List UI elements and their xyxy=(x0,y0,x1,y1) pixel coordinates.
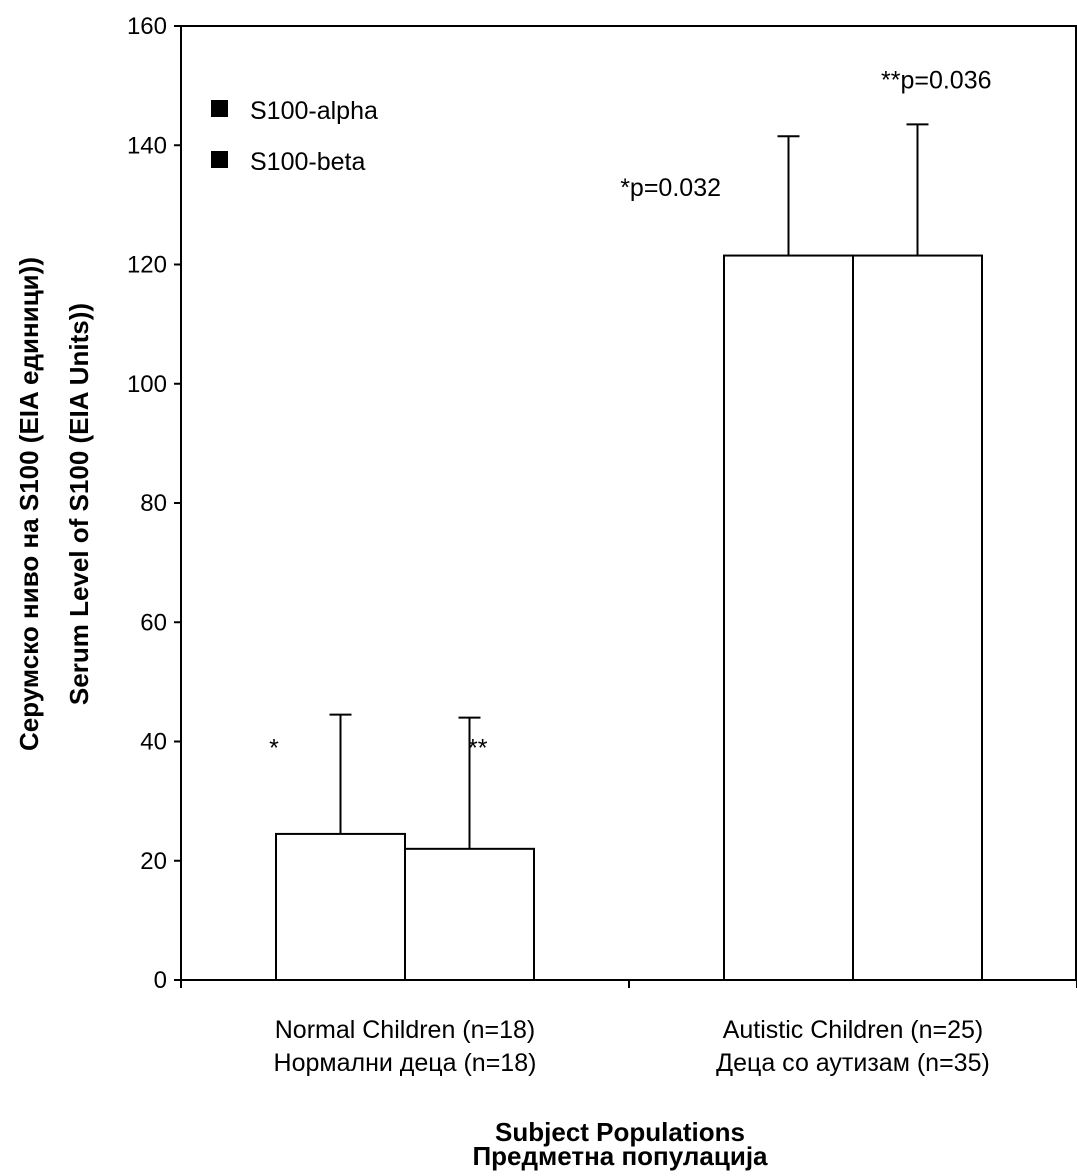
y-tick-label: 80 xyxy=(140,490,167,517)
bar xyxy=(723,254,854,981)
x-axis-title: Subject Populations xyxy=(495,1117,745,1147)
bar xyxy=(275,832,406,982)
y-tick-label: 100 xyxy=(127,371,167,398)
legend-label: S100-beta xyxy=(250,148,365,176)
y-tick-label: 120 xyxy=(127,252,167,279)
y-tick-label: 40 xyxy=(140,729,167,756)
y-axis-title: Serum Level of S100 (EIA Units)) xyxy=(64,303,94,705)
y-tick-label: 0 xyxy=(154,967,167,994)
bar xyxy=(404,847,535,982)
y-tick-label: 60 xyxy=(140,609,167,636)
legend-label: S100-alpha xyxy=(250,97,378,125)
axis-titles: Серумско ниво на S100 (EIA единици)) Seru… xyxy=(14,257,768,1171)
y-tick-label: 140 xyxy=(127,132,167,159)
x-category-label: Autistic Children (n=25) xyxy=(723,1016,984,1044)
x-axis-title: Предметна популација xyxy=(472,1141,768,1171)
y-tick-label: 20 xyxy=(140,848,167,875)
legend-marker xyxy=(211,100,228,117)
bars xyxy=(275,254,983,982)
x-category-label: Normal Children (n=18) xyxy=(275,1016,536,1044)
x-category-label: Деца со аутизам (n=35) xyxy=(716,1049,990,1077)
legend-marker xyxy=(211,151,228,168)
bar xyxy=(852,254,983,981)
error-bars xyxy=(329,123,929,849)
x-category-label: Нормални деца (n=18) xyxy=(274,1049,537,1077)
bar-annotation: ** xyxy=(468,734,488,762)
bar-annotation: **p=0.036 xyxy=(881,67,992,95)
bar-annotation: * xyxy=(269,734,279,762)
bar-annotation: *p=0.032 xyxy=(620,174,721,202)
y-axis-title: Серумско ниво на S100 (EIA единици)) xyxy=(14,257,44,751)
y-tick-label: 160 xyxy=(127,13,167,40)
axes: 0 20 40 60 80 100 120 140 160 Normal Children (n=… xyxy=(127,13,1077,1077)
bar-annotations: * *p=0.032 ** **p=0.036 xyxy=(269,67,991,763)
legend: S100-alpha S100-beta xyxy=(211,97,378,176)
